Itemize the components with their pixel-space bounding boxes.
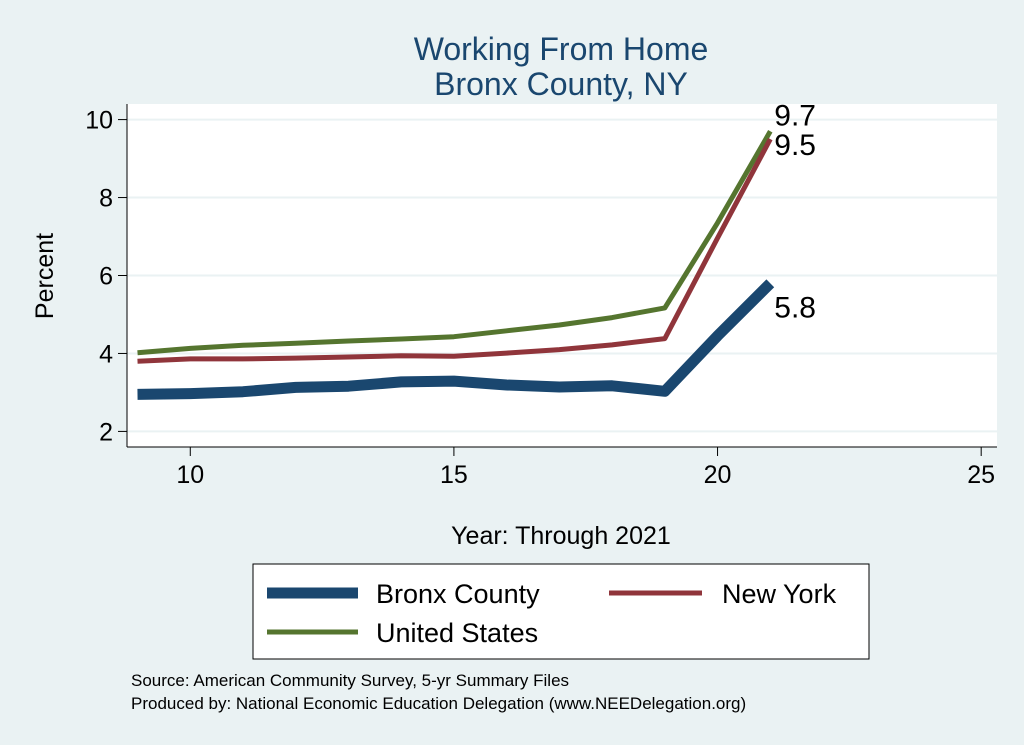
- legend-box: [252, 563, 870, 660]
- x-tick-label-15: 15: [440, 461, 468, 489]
- y-tick-label-6: 6: [99, 263, 113, 291]
- end-labels: 5.8 9.59.7: [774, 99, 816, 324]
- chart-subtitle: Bronx County, NY: [434, 66, 688, 102]
- legend-label-new-york: New York: [722, 579, 837, 609]
- legend: Bronx County New York United States: [252, 563, 870, 660]
- x-tick-label-25: 25: [967, 461, 995, 489]
- legend-label-united-states: United States: [376, 618, 538, 648]
- y-tick-label-8: 8: [99, 185, 113, 213]
- series-line-new-york: [137, 137, 773, 364]
- y-axis-title: Percent: [31, 233, 59, 319]
- end-label-new-york: 9.5: [774, 129, 816, 162]
- source-note: Source: American Community Survey, 5-yr …: [131, 671, 569, 690]
- end-label-united-states: 9.7: [774, 99, 816, 132]
- produced-by-note: Produced by: National Economic Education…: [131, 694, 746, 713]
- y-axis-ticks: 2 4 6 8 10: [85, 107, 127, 446]
- end-label-bronx-county: 5.8: [774, 291, 816, 324]
- series-line-united-states: [137, 130, 773, 356]
- y-tick-label-2: 2: [99, 418, 113, 446]
- y-tick-label-4: 4: [99, 340, 113, 368]
- series-lines: [137, 130, 775, 400]
- x-tick-label-10: 10: [176, 461, 204, 489]
- legend-label-bronx: Bronx County: [376, 579, 540, 609]
- series-line-bronx-county: [137, 279, 775, 400]
- x-axis-ticks: 10 15 20 25: [176, 447, 995, 489]
- y-tick-label-10: 10: [85, 107, 113, 135]
- chart-title: Working From Home: [414, 31, 709, 67]
- x-axis-title: Year: Through 2021: [451, 522, 671, 550]
- x-tick-label-20: 20: [704, 461, 732, 489]
- gridlines: [127, 118, 997, 433]
